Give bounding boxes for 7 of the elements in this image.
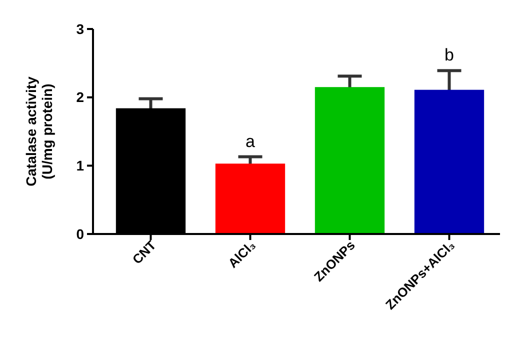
y-tick-label: 1: [76, 158, 84, 174]
y-tick-label: 0: [76, 226, 84, 242]
annotation: a: [246, 132, 256, 151]
annotation: b: [444, 46, 454, 65]
y-tick-label: 2: [76, 89, 84, 106]
y-axis-title: Catalase activity (U/mg protein): [23, 76, 56, 186]
y-tick-label: 3: [76, 20, 84, 37]
